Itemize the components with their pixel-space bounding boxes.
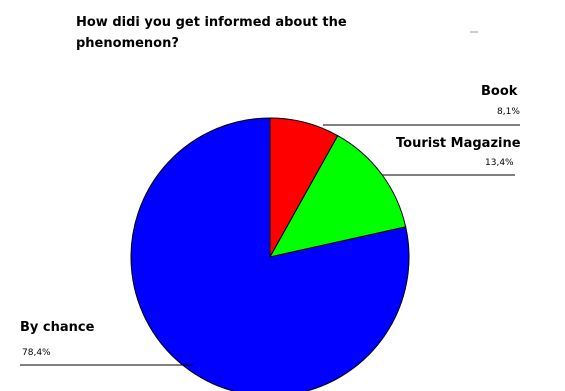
- label-by-chance: By chance: [20, 320, 95, 335]
- value-label-book: 8,1%: [497, 107, 520, 117]
- label-tourist-magazine: Tourist Magazine: [396, 136, 521, 151]
- chart-title-line-2: phenomenon?: [76, 36, 179, 51]
- pie-slices: [130, 117, 410, 391]
- value-label-by-chance: 78,4%: [22, 348, 51, 358]
- value-label-tourist-magazine: 13,4%: [485, 158, 514, 168]
- slice-labels: Book 8,1% Tourist Magazine 13,4% By chan…: [20, 84, 521, 358]
- leader-lines: [20, 124, 520, 366]
- chart-title: How didi you get informed about the phen…: [76, 15, 347, 51]
- pie-slice-tourist-magazine: [269, 134, 407, 258]
- chart-title-line-1: How didi you get informed about the: [76, 15, 347, 30]
- label-book: Book: [481, 84, 518, 99]
